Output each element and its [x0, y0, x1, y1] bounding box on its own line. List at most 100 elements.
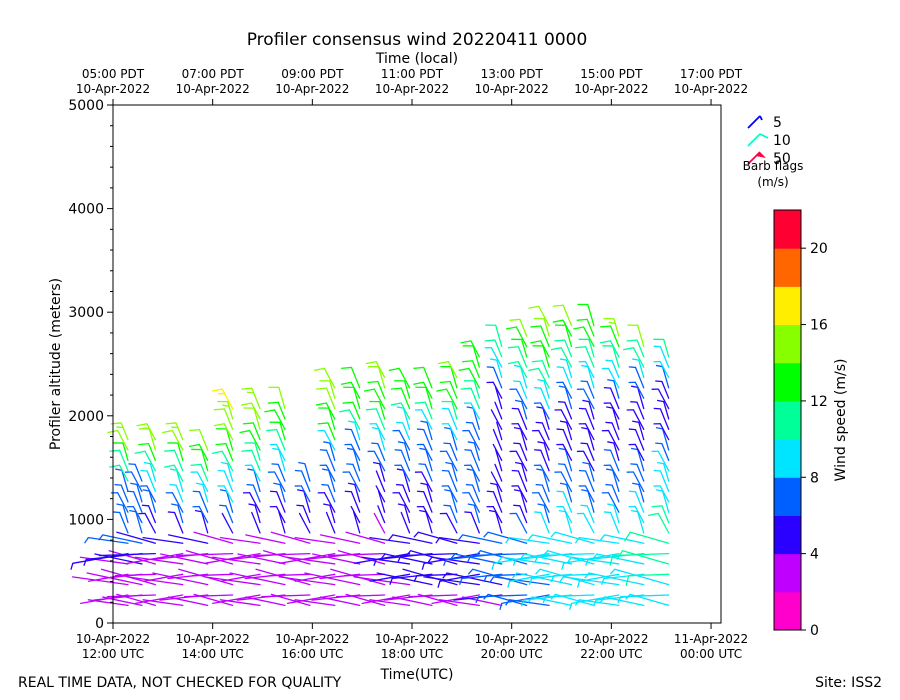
wind-barb — [338, 409, 361, 430]
wind-barb — [392, 492, 411, 513]
x-tick-time: 16:00 UTC — [281, 647, 343, 661]
wind-barb — [190, 471, 209, 493]
wind-barb — [558, 463, 573, 482]
wind-barb — [625, 573, 670, 586]
wind-barb — [556, 490, 573, 513]
wind-barb — [319, 380, 336, 399]
wind-barb — [442, 572, 503, 586]
wind-barb — [600, 325, 620, 348]
wind-barb — [286, 556, 336, 565]
wind-barb — [204, 552, 261, 564]
wind-barb — [656, 461, 670, 482]
y-tick-label: 1000 — [68, 512, 104, 528]
wind-barb — [143, 461, 157, 482]
wind-barb — [423, 576, 480, 586]
wind-barb — [462, 429, 480, 451]
colorbar-band — [774, 248, 801, 287]
legend-units: (m/s) — [757, 175, 788, 189]
wind-barb — [388, 367, 411, 389]
wind-barb — [294, 537, 336, 544]
wind-barb — [558, 509, 573, 534]
wind-barb — [511, 485, 528, 503]
wind-barb — [175, 552, 234, 557]
wind-barb — [533, 464, 550, 482]
wind-barb — [83, 537, 129, 544]
wind-barb — [390, 402, 411, 420]
wind-barb — [138, 512, 157, 534]
wind-barb — [188, 443, 209, 461]
wind-barb — [114, 573, 157, 577]
wind-barb — [533, 402, 550, 420]
wind-barb — [247, 468, 261, 493]
site-label: Site: ISS2 — [815, 675, 882, 691]
wind-barb — [582, 399, 595, 420]
wind-barb — [630, 463, 645, 482]
wind-barb — [212, 594, 261, 605]
wind-barb — [467, 441, 480, 461]
legend-label: 5 — [773, 115, 782, 131]
wind-barb — [467, 552, 528, 562]
wind-barb — [416, 505, 433, 524]
wind-barb — [535, 421, 550, 441]
wind-barb — [342, 401, 361, 420]
wind-barb — [106, 594, 157, 598]
wind-barb — [437, 573, 480, 588]
wind-barb — [269, 490, 286, 513]
wind-barb — [653, 407, 670, 430]
wind-barb — [556, 443, 573, 461]
wind-barb — [420, 482, 433, 503]
wind-barb — [217, 400, 234, 420]
wind-barb — [375, 485, 386, 503]
wind-barb — [169, 468, 184, 493]
wind-barb — [348, 420, 361, 441]
wind-barb — [576, 512, 595, 534]
wind-barb — [192, 505, 209, 524]
wind-barb — [163, 464, 184, 482]
wind-barb — [343, 386, 361, 410]
wind-barb — [165, 492, 184, 513]
wind-barb — [466, 406, 480, 430]
colorbar-tick-label: 0 — [810, 623, 819, 639]
wind-barb — [377, 505, 386, 524]
wind-barb — [420, 420, 433, 441]
wind-barb — [298, 461, 311, 482]
plot-frame — [112, 104, 722, 624]
wind-barb — [229, 572, 286, 586]
wind-barb — [190, 463, 209, 482]
wind-barb — [534, 552, 595, 562]
wind-barb — [528, 367, 550, 389]
wind-barb — [268, 386, 286, 410]
top-tick-date: 10-Apr-2022 — [76, 82, 150, 96]
wind-barb — [511, 423, 528, 441]
wind-barb — [134, 450, 157, 472]
wind-barb — [603, 449, 620, 472]
top-tick-time: 11:00 PDT — [381, 67, 444, 81]
wind-barb — [267, 471, 286, 493]
wind-barb — [431, 594, 480, 605]
wind-barb — [219, 504, 234, 524]
wind-barb — [241, 387, 261, 410]
wind-barb — [185, 550, 234, 565]
chart-title: Profiler consensus wind 20220411 0000 — [247, 30, 588, 50]
wind-barb — [653, 360, 670, 379]
x-tick-date: 10-Apr-2022 — [176, 632, 250, 646]
wind-barb — [537, 503, 550, 524]
wind-barb — [344, 490, 361, 513]
wind-barb — [486, 366, 503, 389]
wind-barb — [194, 509, 209, 534]
wind-speed-colorbar: 0 4 8 12 16 20 — [773, 209, 828, 639]
wind-barb — [494, 401, 503, 420]
wind-barb — [536, 406, 550, 430]
wind-barb — [535, 483, 550, 503]
wind-barb — [483, 531, 528, 544]
wind-barb — [272, 447, 286, 472]
wind-barb — [160, 553, 209, 565]
wind-barb — [630, 385, 645, 410]
wind-barb — [237, 553, 286, 565]
wind-barb — [460, 387, 480, 410]
wind-barb — [439, 380, 458, 399]
wind-barb — [656, 399, 670, 420]
wind-barb — [530, 325, 550, 348]
wind-barb — [126, 552, 184, 564]
wind-barb — [465, 421, 480, 441]
